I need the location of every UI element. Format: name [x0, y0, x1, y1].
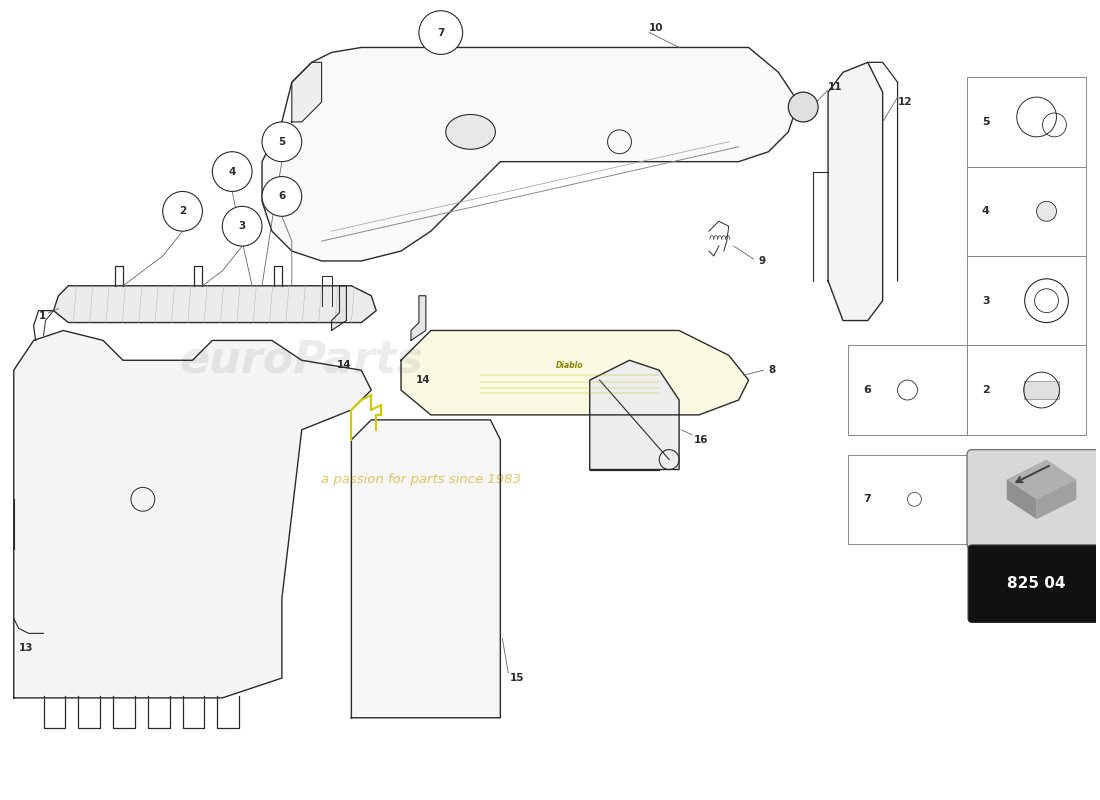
Text: 16: 16 — [694, 434, 708, 445]
Text: 6: 6 — [862, 385, 871, 395]
Text: euroParts: euroParts — [179, 338, 424, 382]
Polygon shape — [1036, 479, 1076, 519]
Polygon shape — [590, 360, 679, 470]
Polygon shape — [292, 62, 321, 122]
Ellipse shape — [446, 114, 495, 150]
Text: 14: 14 — [416, 375, 430, 385]
Circle shape — [262, 122, 301, 162]
Text: 10: 10 — [649, 22, 663, 33]
FancyBboxPatch shape — [848, 346, 967, 434]
Circle shape — [222, 206, 262, 246]
FancyBboxPatch shape — [967, 450, 1100, 549]
Text: 2: 2 — [982, 385, 990, 395]
Text: 14: 14 — [337, 360, 351, 370]
Text: 13: 13 — [19, 643, 33, 654]
FancyBboxPatch shape — [1024, 381, 1059, 399]
Text: 4: 4 — [982, 206, 990, 216]
Circle shape — [262, 177, 301, 216]
Polygon shape — [1006, 479, 1036, 519]
Circle shape — [163, 191, 202, 231]
Text: 4: 4 — [229, 166, 235, 177]
Text: 6: 6 — [278, 191, 286, 202]
Circle shape — [212, 152, 252, 191]
Text: 11: 11 — [828, 82, 843, 92]
Text: Diablo: Diablo — [557, 361, 584, 370]
Text: 5: 5 — [982, 117, 990, 127]
Text: 7: 7 — [437, 27, 444, 38]
Polygon shape — [828, 62, 882, 321]
Polygon shape — [331, 286, 346, 330]
Text: 15: 15 — [510, 673, 525, 683]
Text: 2: 2 — [179, 206, 186, 216]
Text: a passion for parts since 1983: a passion for parts since 1983 — [321, 473, 520, 486]
Circle shape — [1036, 202, 1056, 222]
FancyBboxPatch shape — [968, 545, 1100, 622]
Text: 12: 12 — [898, 97, 912, 107]
Text: 7: 7 — [862, 494, 870, 504]
Text: 3: 3 — [239, 222, 245, 231]
Polygon shape — [54, 286, 376, 322]
Polygon shape — [411, 296, 426, 341]
Polygon shape — [262, 47, 799, 261]
Text: 3: 3 — [982, 296, 990, 306]
Text: 1: 1 — [39, 310, 46, 321]
Circle shape — [789, 92, 818, 122]
FancyBboxPatch shape — [967, 346, 1087, 434]
Polygon shape — [14, 330, 372, 698]
Text: 9: 9 — [759, 256, 766, 266]
Text: 8: 8 — [769, 366, 776, 375]
Text: 5: 5 — [278, 137, 286, 147]
FancyBboxPatch shape — [967, 78, 1087, 166]
Polygon shape — [402, 330, 749, 415]
Text: 825 04: 825 04 — [1008, 576, 1066, 591]
FancyBboxPatch shape — [967, 166, 1087, 256]
Polygon shape — [1006, 459, 1076, 499]
Circle shape — [419, 10, 463, 54]
Polygon shape — [351, 420, 501, 718]
FancyBboxPatch shape — [967, 256, 1087, 346]
FancyBboxPatch shape — [848, 454, 967, 544]
